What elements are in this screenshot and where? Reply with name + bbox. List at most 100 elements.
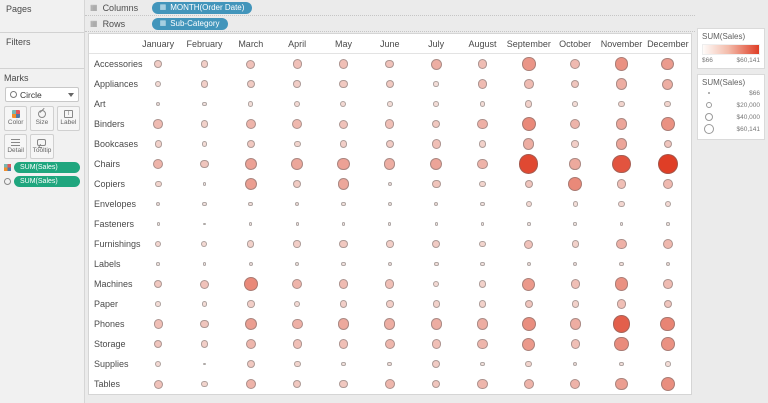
row-label[interactable]: Binders <box>94 119 125 129</box>
row-label[interactable]: Supplies <box>94 359 129 369</box>
row-label[interactable]: Paper <box>94 299 119 309</box>
row-label[interactable]: Storage <box>94 339 126 349</box>
column-header[interactable]: July <box>412 34 460 54</box>
sales-bubble[interactable] <box>243 276 259 292</box>
sales-bubble[interactable] <box>291 278 303 290</box>
row-label[interactable]: Furnishings <box>94 239 141 249</box>
column-header[interactable]: March <box>227 34 274 54</box>
sales-bubble[interactable] <box>246 139 255 149</box>
sales-bubble[interactable] <box>569 318 581 330</box>
row-label[interactable]: Tables <box>94 379 121 389</box>
sales-bubble[interactable] <box>341 222 346 226</box>
sales-bubble[interactable] <box>479 240 486 248</box>
sales-bubble[interactable] <box>202 262 207 266</box>
mark-type-dropdown[interactable]: Circle <box>5 87 79 102</box>
sales-bubble[interactable] <box>341 201 346 207</box>
sales-bubble[interactable] <box>480 201 485 207</box>
sales-bubble[interactable] <box>384 338 395 350</box>
sales-bubble[interactable] <box>478 140 487 148</box>
sales-bubble[interactable] <box>480 222 485 226</box>
sales-bubble[interactable] <box>479 101 486 107</box>
sales-bubble[interactable] <box>572 361 578 367</box>
color-measure-pill[interactable]: SUM(Sales) <box>14 162 80 173</box>
sales-bubble[interactable] <box>293 140 301 148</box>
sales-bubble[interactable] <box>339 300 348 308</box>
row-label[interactable]: Labels <box>94 259 121 269</box>
row-label[interactable]: Bookcases <box>94 139 139 149</box>
column-header[interactable]: April <box>273 34 321 54</box>
sales-bubble[interactable] <box>616 179 627 189</box>
sales-bubble[interactable] <box>385 59 395 69</box>
sales-bubble[interactable] <box>156 201 161 207</box>
sales-bubble[interactable] <box>387 202 392 206</box>
sales-bubble[interactable] <box>247 300 255 308</box>
sales-bubble[interactable] <box>201 380 208 388</box>
sales-bubble[interactable] <box>337 157 350 171</box>
sales-bubble[interactable] <box>660 337 675 351</box>
sales-bubble[interactable] <box>387 261 392 267</box>
color-button[interactable]: Color <box>4 106 28 131</box>
sales-bubble[interactable] <box>339 379 348 389</box>
sales-bubble[interactable] <box>665 261 671 267</box>
sales-bubble[interactable] <box>615 78 628 90</box>
row-label[interactable]: Machines <box>94 279 133 289</box>
sales-bubble[interactable] <box>523 138 535 150</box>
row-label[interactable]: Appliances <box>94 79 139 89</box>
sales-bubble[interactable] <box>431 339 441 349</box>
sales-bubble[interactable] <box>245 338 256 350</box>
row-label[interactable]: Chairs <box>94 159 121 169</box>
column-header[interactable]: September <box>505 34 552 54</box>
sales-bubble[interactable] <box>246 59 256 69</box>
sales-bubble[interactable] <box>431 139 441 149</box>
sales-bubble[interactable] <box>571 300 579 308</box>
sales-bubble[interactable] <box>384 318 396 330</box>
sales-bubble[interactable] <box>614 277 629 291</box>
sales-bubble[interactable] <box>477 79 488 89</box>
sales-bubble[interactable] <box>662 78 674 90</box>
sales-bubble[interactable] <box>523 378 535 390</box>
sales-bubble[interactable] <box>432 360 441 368</box>
sales-bubble[interactable] <box>248 201 254 207</box>
sales-bubble[interactable] <box>433 261 439 267</box>
sales-bubble[interactable] <box>614 336 629 352</box>
sales-bubble[interactable] <box>293 360 301 368</box>
sales-bubble[interactable] <box>476 318 489 330</box>
sales-bubble[interactable] <box>570 59 581 69</box>
sales-bubble[interactable] <box>292 118 303 130</box>
sales-bubble[interactable] <box>200 340 209 348</box>
sales-bubble[interactable] <box>615 377 628 391</box>
sales-bubble[interactable] <box>570 339 580 349</box>
sales-bubble[interactable] <box>245 378 257 390</box>
sales-bubble[interactable] <box>522 277 536 291</box>
sales-bubble[interactable] <box>339 239 348 249</box>
sales-bubble[interactable] <box>477 59 488 69</box>
row-label[interactable]: Envelopes <box>94 199 137 209</box>
column-header[interactable]: August <box>459 34 506 54</box>
sales-bubble[interactable] <box>618 100 625 108</box>
sales-bubble[interactable] <box>524 299 534 309</box>
sales-bubble[interactable] <box>569 378 581 390</box>
sales-bubble[interactable] <box>244 317 258 331</box>
sales-bubble[interactable] <box>248 101 254 107</box>
row-label[interactable]: Copiers <box>94 179 126 189</box>
sales-bubble[interactable] <box>616 299 627 309</box>
sales-bubble[interactable] <box>155 361 162 367</box>
pages-shelf[interactable]: Pages <box>0 0 84 33</box>
sales-bubble[interactable] <box>249 222 253 226</box>
sales-bubble[interactable] <box>200 80 209 88</box>
sales-bubble[interactable] <box>292 59 302 69</box>
sales-bubble[interactable] <box>338 279 349 289</box>
sales-bubble[interactable] <box>478 280 487 288</box>
sales-bubble[interactable] <box>526 261 532 267</box>
sales-bubble[interactable] <box>430 158 443 170</box>
detail-button[interactable]: Detail <box>4 134 28 159</box>
sales-bubble[interactable] <box>572 101 578 107</box>
sales-bubble[interactable] <box>385 140 394 148</box>
sales-bubble[interactable] <box>202 201 207 207</box>
sales-bubble[interactable] <box>200 60 209 68</box>
sales-bubble[interactable] <box>293 80 301 88</box>
sales-bubble[interactable] <box>341 261 346 267</box>
sales-bubble[interactable] <box>523 79 534 89</box>
sales-bubble[interactable] <box>662 179 673 189</box>
sales-bubble[interactable] <box>156 262 160 266</box>
